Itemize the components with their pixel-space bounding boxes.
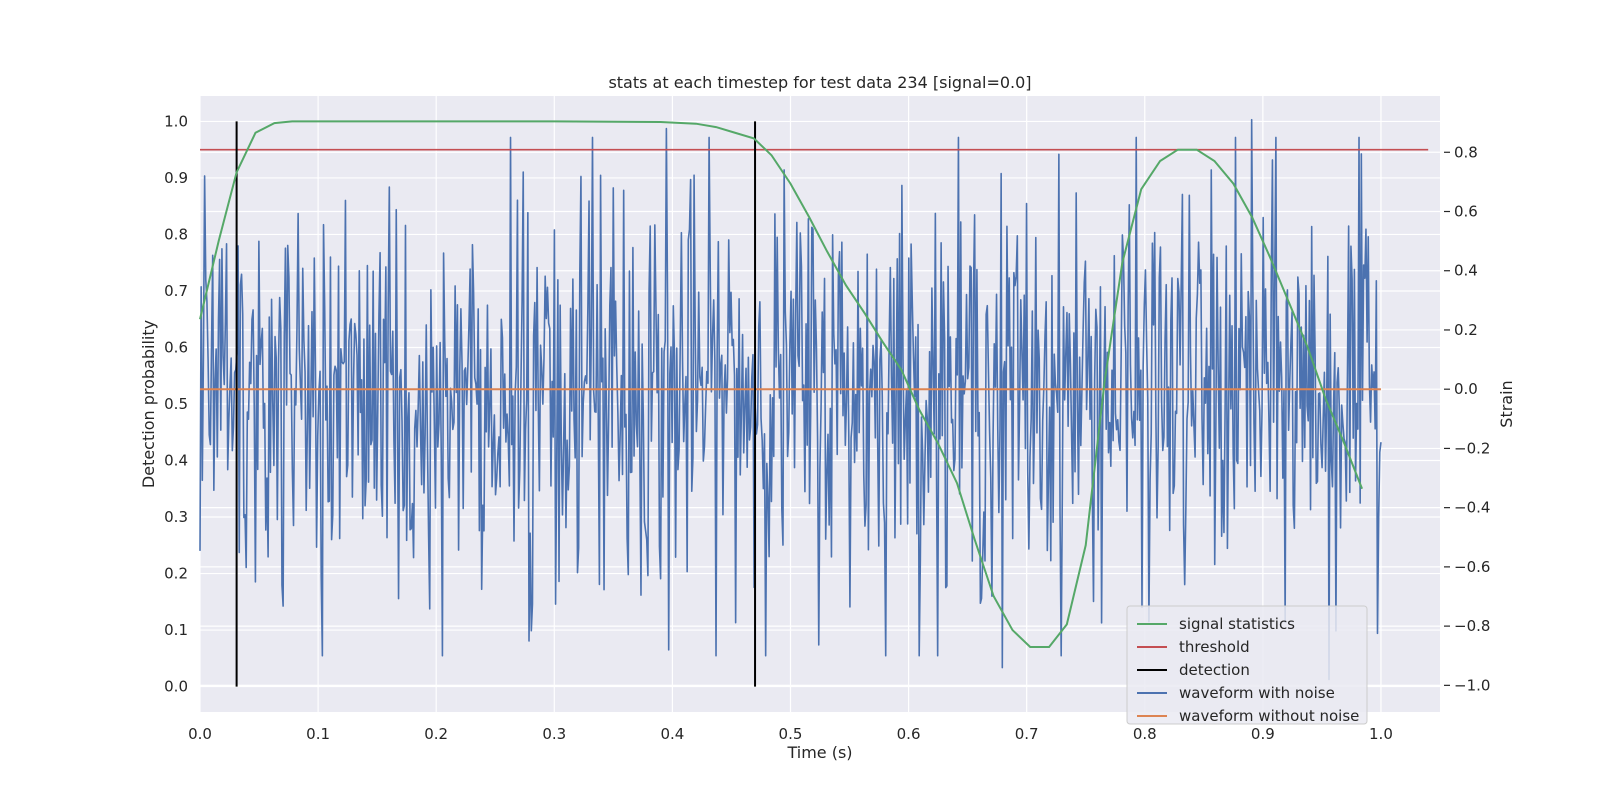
y-left-tick-label-5: 0.5 <box>164 395 188 413</box>
x-axis-title: Time (s) <box>786 743 852 762</box>
y-right-tick-label-3: −0.4 <box>1454 499 1490 517</box>
legend-box <box>1126 605 1368 725</box>
legend-label-3: waveform with noise <box>1179 684 1335 702</box>
legend-label-4: waveform without noise <box>1179 707 1359 725</box>
legend: signal statistics threshold detection wavef… <box>1126 605 1368 725</box>
y-left-tick-label-9: 0.9 <box>164 169 188 187</box>
y-right-tick-label-2: −0.6 <box>1454 558 1490 576</box>
x-tick-label-9: 0.9 <box>1251 725 1275 743</box>
y-right-tick-label-7: 0.4 <box>1454 262 1478 280</box>
series-layer <box>199 118 1429 687</box>
y-left-tick-label-1: 0.1 <box>164 621 188 639</box>
legend-label-0: signal statistics <box>1179 615 1295 633</box>
y-left-tick-label-6: 0.6 <box>164 338 188 356</box>
y-right-tick-label-0: −1.0 <box>1454 676 1490 694</box>
legend-label-2: detection <box>1179 661 1250 679</box>
x-tick-label-2: 0.2 <box>424 725 448 743</box>
x-tick-label-1: 0.1 <box>306 725 330 743</box>
y-left-tick-label-2: 0.2 <box>164 565 188 583</box>
y-left-tick-label-4: 0.4 <box>164 452 188 470</box>
x-tick-label-7: 0.7 <box>1015 725 1039 743</box>
y-left-tick-label-7: 0.7 <box>164 282 188 300</box>
x-tick-label-10: 1.0 <box>1369 725 1393 743</box>
axes: 0.0 0.1 0.2 0.3 0.4 0.5 0.6 0.7 0.8 0.9 1.0 0.0 0.1 0… <box>164 112 1490 743</box>
y-right-tick-label-1: −0.8 <box>1454 617 1490 635</box>
y-left-tick-label-8: 0.8 <box>164 225 188 243</box>
x-tick-label-0: 0.0 <box>188 725 212 743</box>
chart-title: stats at each timestep for test data 234… <box>608 73 1031 92</box>
x-tick-label-5: 0.5 <box>779 725 803 743</box>
x-tick-label-6: 0.6 <box>897 725 921 743</box>
series-waveform-with-noise <box>199 118 1382 681</box>
x-tick-label-3: 0.3 <box>542 725 566 743</box>
y-left-tick-label-10: 1.0 <box>164 112 188 130</box>
y-left-tick-label-3: 0.3 <box>164 508 188 526</box>
y-right-tick-label-5: 0.0 <box>1454 380 1478 398</box>
legend-label-1: threshold <box>1179 638 1250 656</box>
y-left-tick-label-0: 0.0 <box>164 678 188 696</box>
y-right-tick-label-9: 0.8 <box>1454 143 1478 161</box>
y-axis-title-right: Strain <box>1497 380 1516 427</box>
y-right-tick-label-8: 0.6 <box>1454 203 1478 221</box>
y-axis-title-left: Detection probability <box>139 320 158 488</box>
x-tick-label-8: 0.8 <box>1133 725 1157 743</box>
series-signal-statistics <box>199 120 1363 649</box>
y-right-tick-label-6: 0.2 <box>1454 321 1478 339</box>
y-right-tick-label-4: −0.2 <box>1454 439 1490 457</box>
x-tick-label-4: 0.4 <box>660 725 684 743</box>
